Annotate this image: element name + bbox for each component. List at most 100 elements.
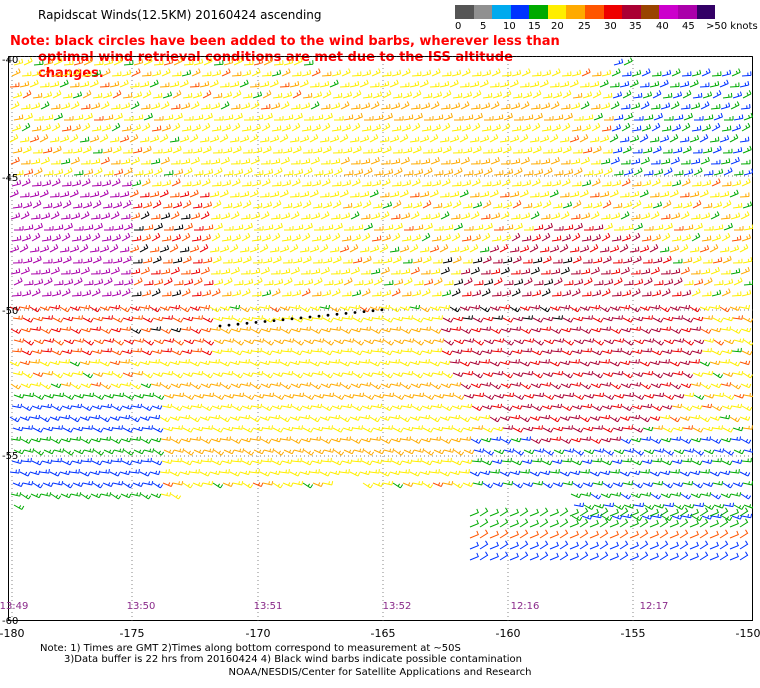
- wind-barb: [329, 414, 341, 420]
- wind-barb: [122, 148, 133, 154]
- wind-barb: [269, 190, 280, 198]
- wind-barb: [741, 122, 751, 132]
- wind-barb: [23, 112, 33, 121]
- wind-barb: [73, 277, 83, 286]
- wind-barb: [521, 403, 533, 409]
- wind-barb: [400, 101, 410, 110]
- wind-barb: [710, 383, 722, 389]
- wind-barb: [522, 370, 534, 376]
- wind-barb: [371, 68, 381, 77]
- wind-barb: [59, 470, 71, 476]
- wind-barb: [113, 57, 123, 66]
- wind-barb: [131, 124, 141, 132]
- wind-barb: [139, 360, 151, 366]
- wind-barb: [280, 268, 291, 275]
- wind-barb: [70, 436, 81, 441]
- wind-barb: [322, 425, 333, 430]
- wind-barb: [519, 134, 529, 143]
- wind-barb: [629, 135, 640, 143]
- wind-barb: [630, 158, 641, 165]
- wind-barb: [551, 347, 562, 353]
- wind-barb: [632, 148, 643, 154]
- wind-barb: [741, 234, 751, 242]
- wind-barb: [142, 480, 154, 486]
- wind-barb: [510, 158, 521, 165]
- contamination-marker: [362, 310, 366, 313]
- wind-barb: [222, 147, 233, 154]
- wind-barb: [491, 459, 503, 464]
- wind-barb: [712, 257, 723, 264]
- wind-barb: [580, 268, 591, 275]
- wind-barb: [351, 122, 361, 132]
- wind-barb: [349, 136, 360, 143]
- wind-barb: [659, 518, 669, 528]
- wind-barb: [400, 212, 411, 220]
- wind-barb: [53, 224, 64, 231]
- wind-barb: [53, 280, 64, 286]
- wind-barb: [699, 245, 710, 253]
- wind-barb: [130, 156, 140, 165]
- wind-barb: [722, 372, 734, 377]
- wind-barb: [431, 124, 441, 132]
- wind-barb: [741, 71, 752, 77]
- wind-barb: [683, 224, 694, 231]
- wind-barb: [270, 214, 281, 220]
- wind-barb: [672, 258, 683, 264]
- wind-barb: [653, 112, 663, 121]
- wind-barb: [639, 540, 649, 550]
- wind-barb: [471, 405, 483, 412]
- wind-barb: [571, 405, 583, 410]
- wind-barb: [610, 328, 622, 334]
- wind-barb: [442, 145, 452, 154]
- wind-barb: [489, 469, 500, 474]
- wind-barb: [710, 327, 722, 333]
- wind-barb: [20, 266, 30, 275]
- wind-barb: [583, 394, 595, 399]
- wind-barb: [70, 212, 81, 220]
- wind-barb: [62, 148, 73, 154]
- wind-barb: [143, 392, 155, 398]
- wind-barb: [252, 91, 263, 99]
- wind-barb: [669, 541, 679, 550]
- wind-barb: [91, 460, 103, 466]
- wind-barb: [629, 414, 641, 420]
- colorbar-label: 45: [682, 21, 695, 32]
- wind-barb: [12, 370, 24, 376]
- wind-barb: [221, 347, 232, 353]
- wind-barb: [449, 190, 460, 198]
- wind-barb: [729, 530, 739, 539]
- wind-barb: [181, 405, 193, 410]
- wind-barb: [271, 288, 281, 297]
- colorbar-segment: [566, 5, 586, 19]
- wind-barb: [512, 316, 524, 322]
- wind-barb: [549, 416, 561, 423]
- wind-barb: [200, 438, 212, 444]
- wind-barb: [571, 69, 582, 77]
- wind-barb: [633, 278, 644, 286]
- wind-barb: [409, 136, 420, 143]
- wind-barb: [691, 232, 701, 242]
- wind-barb: [341, 68, 351, 77]
- wind-barb: [333, 449, 345, 456]
- wind-barb: [640, 268, 651, 275]
- wind-barb: [719, 518, 729, 528]
- wind-barb: [72, 482, 84, 487]
- wind-barb: [432, 370, 444, 376]
- wind-barb: [383, 280, 394, 286]
- wind-barb: [632, 255, 642, 264]
- wind-barb: [549, 82, 560, 88]
- wind-barb: [569, 470, 581, 476]
- wind-barb: [539, 246, 550, 253]
- wind-barb: [619, 416, 631, 421]
- wind-barb: [283, 170, 294, 176]
- wind-barb: [279, 306, 291, 311]
- colorbar-label: 25: [578, 21, 591, 32]
- wind-barb: [154, 116, 164, 121]
- wind-barb: [431, 235, 442, 242]
- wind-barb: [202, 480, 214, 486]
- wind-barb: [221, 459, 233, 464]
- wind-barb: [71, 124, 81, 132]
- wind-barb: [730, 328, 742, 334]
- wind-barb: [730, 156, 740, 165]
- wind-barb: [359, 414, 371, 420]
